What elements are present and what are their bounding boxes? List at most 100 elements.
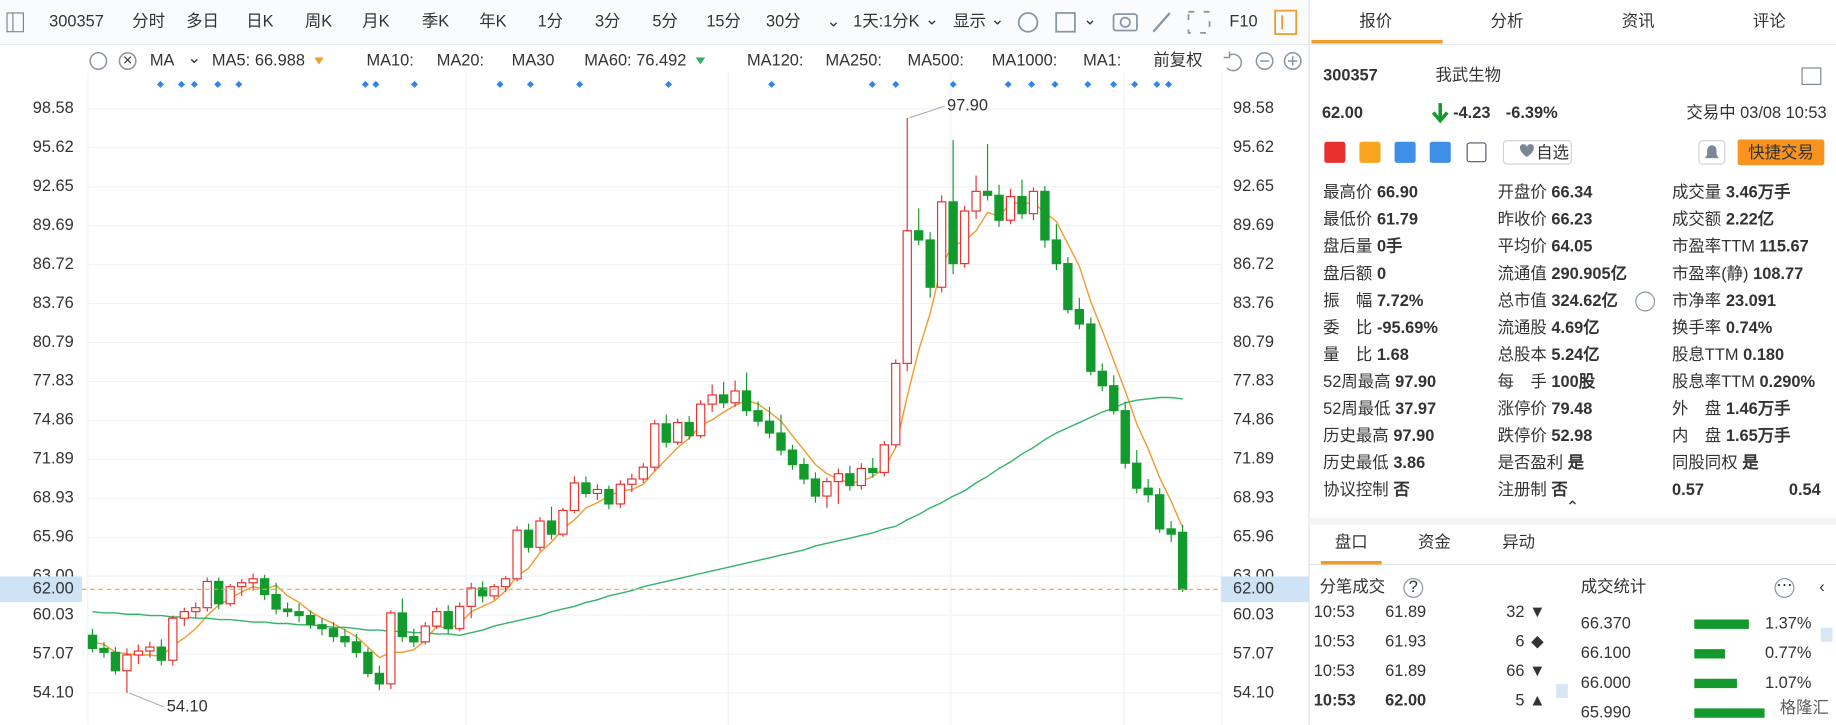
period-tab[interactable]: 15分 — [706, 13, 741, 31]
period-tab[interactable]: 月K — [362, 13, 389, 31]
event-marker[interactable] — [372, 80, 380, 88]
subtab[interactable]: 资金 — [1418, 534, 1451, 552]
event-marker[interactable] — [156, 80, 164, 88]
quote-value: 1.46万手 — [1726, 399, 1791, 418]
f10-button[interactable]: F10 — [1229, 13, 1257, 31]
event-marker[interactable] — [665, 80, 673, 88]
trade-list: 10:53 61.89 32 ▼ 10:53 61.93 6 ◆ 10:53 61.89 66 ▼ 10… — [1314, 603, 1812, 722]
event-marker[interactable] — [1028, 80, 1036, 88]
bolt-icon[interactable] — [1359, 141, 1381, 163]
panel-tab[interactable]: 报价 — [1359, 13, 1392, 31]
ma-select[interactable]: MA — [150, 51, 175, 69]
event-marker[interactable] — [1051, 80, 1059, 88]
scrollbar[interactable] — [1556, 683, 1568, 698]
more-icon[interactable] — [1774, 577, 1795, 598]
settings-icon[interactable] — [1017, 12, 1039, 33]
panel-icon[interactable] — [1274, 9, 1298, 35]
flag-icon[interactable] — [1324, 141, 1346, 163]
plot — [87, 105, 1222, 708]
zoom-out-icon[interactable] — [1255, 52, 1274, 70]
ma-close-icon[interactable] — [118, 52, 137, 70]
reset-icon[interactable] — [1223, 51, 1243, 72]
panel-tab[interactable]: 资讯 — [1622, 13, 1655, 31]
candle-body — [1005, 196, 1016, 221]
event-marker[interactable] — [949, 80, 957, 88]
camera-icon[interactable] — [1112, 13, 1138, 32]
panel-tab[interactable]: 评论 — [1753, 13, 1786, 31]
period-tab[interactable]: 季K — [422, 13, 449, 31]
candle-body — [179, 611, 189, 619]
panel-tab[interactable]: 分析 — [1491, 13, 1524, 31]
ma-settings-icon[interactable] — [89, 52, 108, 70]
trade-volume: 66 — [1506, 662, 1524, 680]
period-tab[interactable]: 1分 — [538, 13, 563, 31]
quote-value: 52.98 — [1551, 427, 1592, 445]
candle-body — [1177, 531, 1188, 590]
scrollbar[interactable] — [1820, 627, 1833, 642]
event-marker[interactable] — [892, 80, 900, 88]
adjust-select[interactable]: 前复权 — [1153, 51, 1202, 69]
period-tab[interactable]: 30分 — [766, 13, 801, 31]
event-marker[interactable] — [1165, 80, 1173, 88]
dropdown-caret[interactable]: ⌄ — [187, 49, 201, 67]
note-icon[interactable] — [1466, 142, 1487, 163]
help-icon[interactable] — [1403, 577, 1424, 598]
period-tab[interactable]: 日K — [246, 13, 273, 31]
event-marker[interactable] — [177, 80, 186, 88]
event-marker[interactable] — [190, 80, 198, 88]
tag-icon[interactable] — [1429, 141, 1451, 163]
shuffle-icon[interactable] — [1394, 141, 1416, 163]
event-marker[interactable] — [235, 80, 243, 88]
stock-code-tab[interactable]: 300357 — [49, 13, 104, 31]
dropdown-caret[interactable]: ⌄ — [827, 13, 841, 31]
period-tab[interactable]: 多日 — [186, 13, 219, 31]
event-marker[interactable] — [361, 80, 369, 88]
sidebar-icon[interactable] — [6, 12, 25, 33]
y-tick-label-right: 54.10 — [1233, 683, 1274, 701]
candle-body — [294, 611, 304, 617]
panel-change-pct: -6.39% — [1506, 104, 1558, 122]
panel-menu-icon[interactable] — [1801, 67, 1822, 85]
zoom-in-icon[interactable] — [1283, 52, 1302, 70]
candle-body — [1017, 196, 1027, 215]
period-tab[interactable]: 周K — [305, 13, 332, 31]
period-tab[interactable]: 5分 — [652, 13, 677, 31]
quote-value: 0.290% — [1760, 373, 1816, 391]
y-tick-label-left: 83.76 — [33, 294, 74, 312]
quote-label: 跌停价 — [1498, 427, 1547, 445]
watch-label: 自选 — [1536, 144, 1569, 162]
scroll-left[interactable]: ‹ — [1819, 578, 1824, 596]
period-tab[interactable]: 年K — [479, 13, 506, 31]
ma-caret — [695, 57, 706, 65]
dropdown-caret[interactable]: ⌄ — [991, 10, 1005, 28]
candle-body — [695, 403, 706, 437]
dropdown-caret[interactable]: ⌄ — [1083, 10, 1097, 28]
event-marker[interactable] — [526, 80, 534, 88]
bell-button[interactable] — [1698, 140, 1726, 165]
dropdown-caret[interactable]: ⌄ — [925, 10, 939, 28]
candle-body — [409, 636, 419, 643]
pen-icon[interactable] — [1152, 12, 1171, 33]
trade-button[interactable] — [1737, 139, 1825, 166]
box-icon[interactable] — [1055, 12, 1076, 33]
subtab[interactable]: 异动 — [1502, 534, 1535, 552]
current-price-box-right — [1221, 576, 1310, 603]
collapse-caret[interactable]: ⌃ — [1566, 499, 1580, 517]
trade-direction: ◆ — [1531, 632, 1544, 650]
period-tab[interactable]: 分时 — [132, 13, 165, 31]
watch-button[interactable] — [1502, 140, 1572, 165]
event-marker[interactable] — [1131, 80, 1139, 88]
event-marker[interactable] — [576, 80, 584, 88]
interval-select[interactable]: 1天:1分K — [853, 13, 920, 31]
quote-label: 内 盘 — [1672, 426, 1721, 445]
more-icon[interactable] — [1635, 291, 1656, 312]
period-tab[interactable]: 3分 — [595, 13, 620, 31]
display-select[interactable]: 显示 — [953, 13, 986, 31]
fullscreen-icon[interactable] — [1187, 10, 1211, 34]
candle-body — [1120, 410, 1130, 464]
event-marker[interactable] — [410, 80, 419, 88]
event-marker[interactable] — [214, 80, 222, 88]
event-marker[interactable] — [496, 80, 504, 88]
quote-value: 66.23 — [1551, 211, 1592, 229]
subtab[interactable]: 盘口 — [1335, 533, 1368, 552]
